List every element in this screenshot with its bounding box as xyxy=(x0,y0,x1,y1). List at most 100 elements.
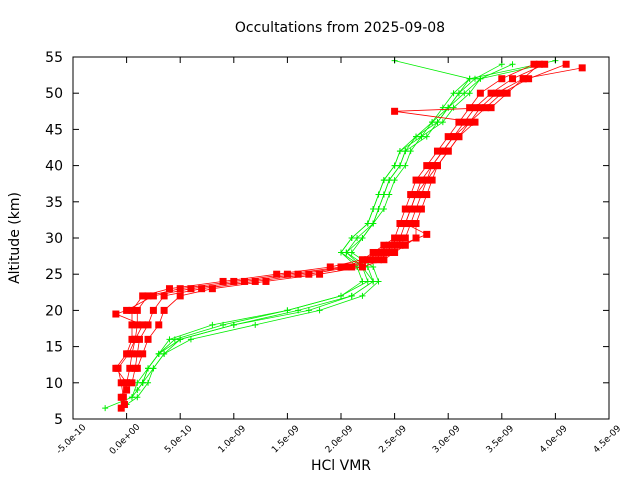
data-point-square xyxy=(562,60,570,68)
data-point-square xyxy=(241,277,249,285)
data-point-plus xyxy=(145,379,152,386)
data-point-plus xyxy=(134,387,141,394)
data-point-square xyxy=(176,285,184,293)
data-point-plus xyxy=(466,75,473,82)
data-point-plus xyxy=(418,133,425,140)
data-point-plus xyxy=(359,278,366,285)
data-point-square xyxy=(283,270,291,278)
y-tick-label: 5 xyxy=(54,412,63,428)
data-point-square xyxy=(455,118,463,126)
data-point-square xyxy=(471,104,479,112)
data-point-plus xyxy=(364,278,371,285)
data-point-square xyxy=(198,285,206,293)
y-axis-label: Altitude (km) xyxy=(7,192,23,284)
data-point-plus xyxy=(509,61,516,68)
data-point-plus xyxy=(348,292,355,299)
data-point-plus xyxy=(375,206,382,213)
data-point-plus xyxy=(450,104,457,111)
data-point-square xyxy=(444,133,452,141)
data-point-square xyxy=(407,205,415,213)
x-axis-label: HCl VMR xyxy=(311,458,371,474)
x-tick-label: 4.0e-09 xyxy=(538,424,570,456)
data-point-square xyxy=(131,335,139,343)
x-tick-label: 2.0e-09 xyxy=(324,424,356,456)
x-tick-label: 0.0e+00 xyxy=(108,422,143,457)
data-point-square xyxy=(396,220,404,228)
data-point-plus xyxy=(429,119,436,126)
data-point-plus xyxy=(391,162,398,169)
data-point-square xyxy=(358,263,366,271)
data-point-plus xyxy=(472,75,478,82)
x-tick-label: 1.5e-09 xyxy=(270,424,302,456)
data-point-square xyxy=(128,350,136,358)
data-layer xyxy=(102,57,586,412)
data-point-square xyxy=(369,248,377,256)
data-point-square xyxy=(391,248,399,256)
data-point-square xyxy=(112,310,120,318)
data-point-plus xyxy=(380,177,387,184)
data-point-square xyxy=(476,89,484,97)
data-point-square xyxy=(348,263,356,271)
data-point-plus xyxy=(145,365,152,372)
x-tick-label: 4.5e-09 xyxy=(592,424,624,456)
data-point-square xyxy=(135,335,143,343)
data-point-square xyxy=(133,306,141,314)
data-point-plus xyxy=(338,249,344,256)
data-point-square xyxy=(509,75,517,83)
x-tick-label: 5.0e-10 xyxy=(163,424,195,456)
data-point-plus xyxy=(348,235,355,241)
data-point-square xyxy=(444,147,452,155)
data-point-square xyxy=(385,248,393,256)
data-point-square xyxy=(439,147,447,155)
data-point-square xyxy=(176,292,184,300)
data-point-square xyxy=(117,404,125,412)
data-point-plus xyxy=(375,278,382,285)
data-point-plus xyxy=(413,133,420,140)
data-point-square xyxy=(396,241,404,249)
data-point-plus xyxy=(434,119,441,126)
y-tick-label: 30 xyxy=(45,231,63,247)
data-point-square xyxy=(450,133,458,141)
data-point-square xyxy=(391,234,399,242)
data-point-square xyxy=(208,285,216,293)
data-point-plus xyxy=(305,307,312,314)
data-point-square xyxy=(155,321,163,329)
data-point-plus xyxy=(439,119,446,126)
data-point-square xyxy=(123,306,131,314)
y-tick-label: 15 xyxy=(45,340,63,356)
data-point-square xyxy=(412,220,420,228)
x-tick-label: 3.0e-09 xyxy=(431,424,463,456)
data-point-plus xyxy=(252,321,259,328)
data-point-square xyxy=(126,364,134,372)
data-point-square xyxy=(149,306,157,314)
profile-line xyxy=(131,60,471,398)
y-tick-label: 25 xyxy=(45,267,63,283)
data-point-plus xyxy=(466,90,473,97)
data-point-square xyxy=(423,191,431,199)
data-point-plus xyxy=(391,177,398,184)
data-point-square xyxy=(391,107,399,115)
data-point-square xyxy=(380,256,388,264)
data-point-square xyxy=(407,191,415,199)
data-point-square xyxy=(380,241,388,249)
data-point-square xyxy=(369,256,377,264)
y-tick-label: 10 xyxy=(45,376,63,392)
profile-line xyxy=(136,63,513,391)
data-point-square xyxy=(133,364,141,372)
data-point-plus xyxy=(359,292,366,299)
data-point-square xyxy=(412,205,420,213)
data-point-square xyxy=(144,292,152,300)
data-point-square xyxy=(149,292,157,300)
data-point-plus xyxy=(284,307,291,314)
profile-line xyxy=(117,63,545,405)
data-point-square xyxy=(428,176,436,184)
data-point-square xyxy=(423,162,431,170)
x-tick-label: 3.5e-09 xyxy=(485,424,517,456)
data-point-plus xyxy=(161,350,168,357)
plot-frame xyxy=(72,56,610,420)
data-point-square xyxy=(326,263,334,271)
data-point-square xyxy=(391,241,399,249)
data-point-plus xyxy=(370,278,377,285)
x-tick-label: 2.5e-09 xyxy=(377,424,409,456)
data-point-plus xyxy=(380,191,387,198)
